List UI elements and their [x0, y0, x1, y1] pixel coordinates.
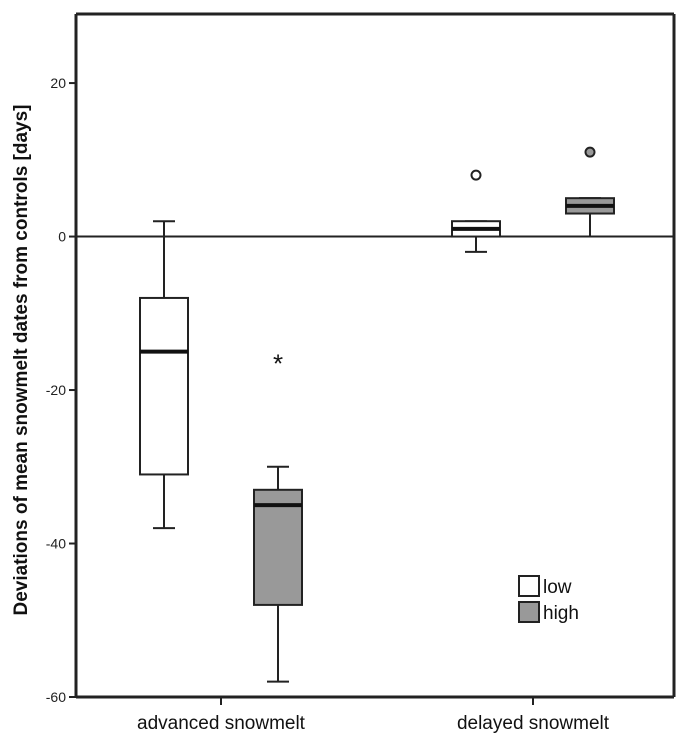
outlier-point — [584, 146, 596, 158]
extreme-asterisk: * — [273, 348, 283, 378]
y-tick-label: -40 — [46, 536, 66, 552]
box-high-1 — [565, 146, 615, 238]
legend-label-low: low — [543, 577, 572, 598]
box-low-0 — [139, 220, 189, 530]
legend-swatch-low — [518, 575, 540, 597]
box-iqr — [139, 296, 189, 476]
box-high-0: * — [253, 348, 303, 683]
y-tick-label: 0 — [58, 229, 66, 245]
y-axis-title: Deviations of mean snowmelt dates from c… — [11, 105, 32, 616]
y-axis: 20 0 -20 -40 -60 — [46, 75, 76, 705]
x-axis: advanced snowmelt delayed snowmelt — [137, 697, 610, 734]
y-tick-label: -20 — [46, 382, 66, 398]
legend-swatch-high — [518, 601, 540, 623]
x-category-label: advanced snowmelt — [137, 713, 306, 734]
outlier-point — [470, 169, 482, 181]
box-iqr — [253, 488, 303, 606]
legend: low high — [518, 575, 579, 624]
legend-label-high: high — [543, 603, 579, 624]
y-tick-label: -60 — [46, 689, 66, 705]
plot-frame — [74, 12, 676, 699]
box-low-1 — [451, 169, 501, 253]
x-category-label: delayed snowmelt — [457, 713, 610, 734]
y-tick-label: 20 — [50, 75, 66, 91]
boxes: * — [139, 146, 615, 683]
